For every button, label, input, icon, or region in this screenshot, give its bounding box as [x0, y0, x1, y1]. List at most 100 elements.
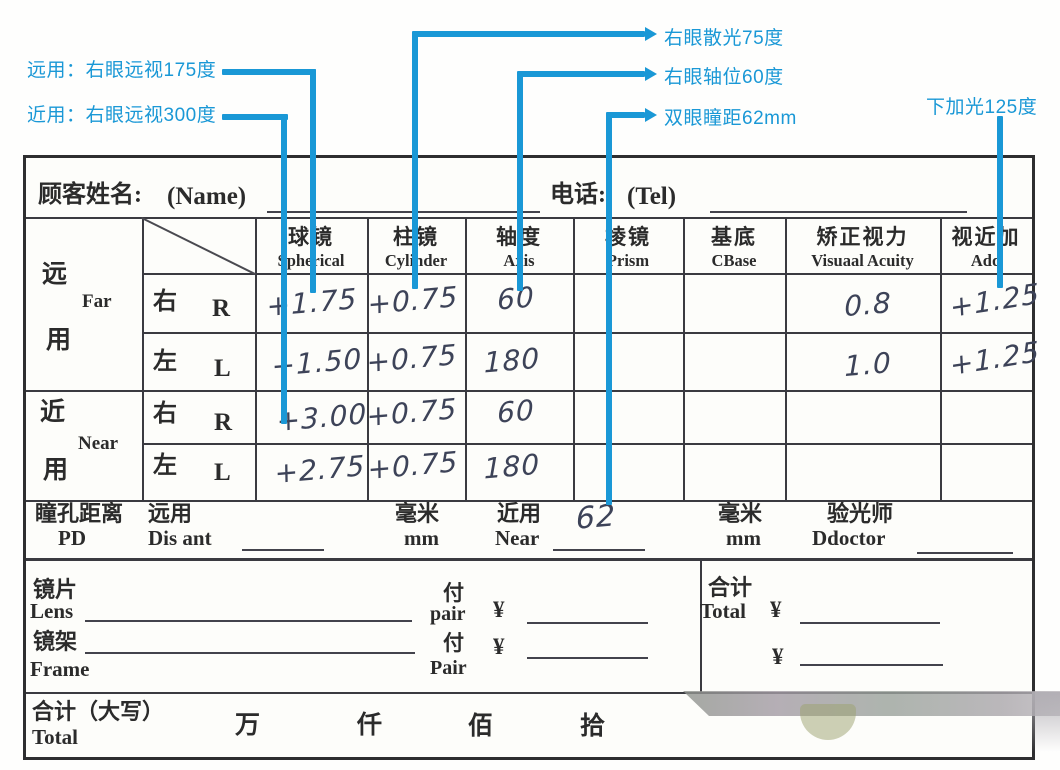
grid-line [26, 558, 1032, 561]
far-left-zh: 左 [153, 349, 177, 375]
subtotal-label-zh: 合计 [708, 575, 753, 600]
callout-arrow-axis [645, 67, 657, 81]
frame-label-en: Frame [30, 657, 90, 681]
callout-line-add-v [997, 116, 1003, 288]
grid-line [940, 217, 942, 500]
annotation-axis: 右眼轴位60度 [664, 67, 784, 88]
grid-line [255, 217, 257, 500]
pd-mm2-en: mm [726, 526, 761, 550]
phone-blank [710, 211, 967, 213]
lens-pair-zh: 付 [443, 581, 464, 605]
watermark-removal-band [683, 691, 1060, 716]
grid-line [26, 692, 1032, 694]
frame-yuan-sign: ¥ [493, 634, 505, 659]
cell-near-r-axis: 60 [496, 393, 536, 430]
annotation-cylinder: 右眼散光75度 [664, 28, 784, 49]
annotation-pd: 双眼瞳距62mm [664, 108, 797, 129]
lens-pair-en: pair [430, 603, 466, 625]
far-left-en: L [214, 355, 231, 382]
cell-near-l-cylinder: +0.75 [367, 445, 459, 486]
lens-yuan-sign: ¥ [493, 597, 505, 622]
cell-near-l-axis: 180 [483, 447, 541, 486]
frame-price-blank [527, 657, 648, 659]
cell-far-l-add: +1.25 [949, 334, 1041, 383]
annotation-near-rx: 近用：右眼远视300度 [27, 105, 217, 126]
col-header-add: 视近加 Add [951, 224, 1021, 270]
row-group-far-zh1: 远 [42, 261, 68, 288]
col-header-prism: 棱镜 Prism [605, 224, 651, 270]
callout-line-axis-h [520, 71, 645, 77]
callout-line-far-rx-v [310, 69, 316, 293]
subtotal-yuan-sign: ¥ [770, 597, 782, 622]
grid-line [367, 217, 369, 500]
pd-mm1-en: mm [404, 526, 439, 550]
grid-line [683, 217, 685, 500]
row-group-near-en: Near [78, 433, 119, 454]
optometrist-blank [917, 552, 1013, 554]
annotation-add: 下加光125度 [926, 97, 1038, 118]
customer-name-en: (Name) [167, 183, 247, 210]
near-right-zh: 右 [153, 401, 177, 427]
pd-near-blank [553, 549, 645, 551]
phone-label: 电话: [550, 182, 606, 208]
frame-label-zh: 镜架 [33, 629, 78, 654]
far-right-en: R [212, 295, 231, 322]
callout-line-far-rx-h [222, 69, 316, 75]
pd-distant-zh: 远用 [148, 501, 193, 526]
pd-label-en: PD [58, 526, 86, 550]
grand-total-en: Total [32, 725, 78, 749]
grid-line [142, 273, 1032, 275]
cell-far-l-axis: 180 [483, 341, 541, 380]
lens-blank [85, 620, 412, 622]
pd-distant-blank [242, 549, 324, 551]
callout-line-axis-v [517, 71, 523, 291]
row-group-near-zh2: 用 [43, 457, 69, 484]
grid-line [142, 332, 1032, 334]
subtotal-label-en: Total [700, 599, 746, 623]
col-header-base: 基底 CBase [711, 224, 757, 270]
callout-line-near-rx-h [222, 114, 288, 120]
lens-label-en: Lens [30, 599, 74, 623]
cell-far-r-acuity: 0.8 [844, 285, 892, 324]
grid-line [142, 217, 144, 500]
pd-mm2-zh: 毫米 [718, 501, 763, 526]
cell-far-r-axis: 60 [496, 280, 536, 317]
grid-line [573, 217, 575, 500]
grand-total-zh: 合计（大写） [32, 699, 165, 724]
subtotal-blank [800, 622, 940, 624]
grid-line [26, 500, 1032, 502]
phone-en: (Tel) [627, 183, 677, 210]
pd-mm1-zh: 毫米 [395, 501, 440, 526]
callout-line-pd-h [610, 112, 645, 118]
header-diagonal-line [141, 217, 256, 276]
near-left-zh: 左 [153, 453, 177, 479]
row-group-near-zh1: 近 [40, 399, 66, 426]
grid-line [142, 443, 1032, 445]
callout-line-pd-v [606, 112, 612, 505]
subtotal2-blank [800, 664, 943, 666]
pd-near-zh: 近用 [497, 501, 542, 526]
pd-distant-en: Dis ant [148, 526, 212, 550]
grid-line [785, 217, 787, 500]
prescription-form: 顾客姓名: (Name) 电话: (Tel) 球镜 Spherical 柱镜 C… [23, 155, 1041, 760]
col-header-acuity: 矫正视力 Visuaal Acuity [811, 224, 914, 270]
row-group-far-en: Far [82, 291, 112, 312]
frame-pair-zh: 付 [443, 631, 464, 655]
annotation-far-rx: 远用：右眼远视175度 [27, 60, 217, 81]
grid-line [700, 558, 702, 692]
lens-label-zh: 镜片 [33, 577, 78, 602]
grid-line [465, 217, 467, 500]
callout-line-near-rx-v [281, 114, 287, 424]
callout-arrow-pd [645, 108, 657, 122]
frame-pair-en: Pair [430, 657, 467, 679]
subtotal2-yuan-sign: ¥ [772, 644, 784, 669]
customer-name-blank [267, 211, 540, 213]
cell-pd-near-value: 62 [575, 498, 617, 537]
frame-blank [85, 652, 415, 654]
pd-near-en: Near [495, 526, 540, 550]
optometrist-en: Ddoctor [812, 526, 886, 550]
grid-line [26, 217, 1032, 219]
grid-line [26, 390, 1032, 392]
lens-price-blank [527, 622, 648, 624]
far-right-zh: 右 [153, 289, 177, 315]
